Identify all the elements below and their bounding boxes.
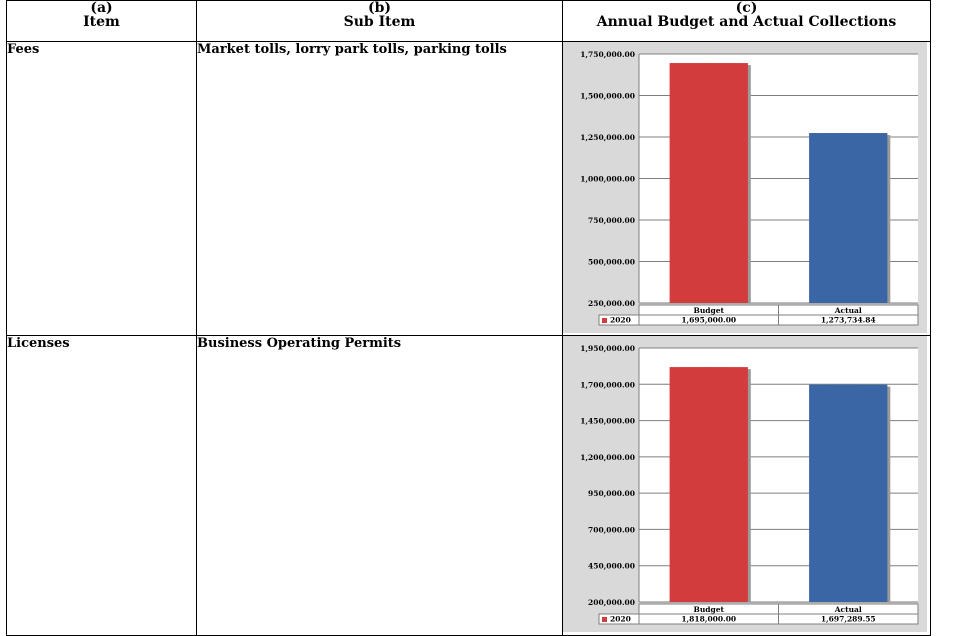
- chart-fees: 1,750,000.00 1,500,000.00 1,250,000.00 1,00…: [563, 42, 927, 333]
- chart-licenses: 1,950,000.00 1,700,000.00 1,450,000.00 1,20…: [563, 336, 927, 632]
- header-item-letter: (a): [90, 0, 113, 16]
- y-tick-label: 1,250,000.00: [580, 133, 635, 142]
- legend-label: 2020: [610, 615, 631, 624]
- chart-cell: 1,750,000.00 1,500,000.00 1,250,000.00 1,00…: [562, 41, 931, 336]
- y-tick-label: 700,000.00: [588, 525, 635, 534]
- value-label: 1,818,000.00: [681, 615, 736, 624]
- y-tick-label: 1,500,000.00: [580, 92, 635, 101]
- y-tick-label: 1,450,000.00: [580, 417, 635, 426]
- y-tick-label: 1,000,000.00: [580, 175, 635, 184]
- bar-budget: [669, 367, 748, 602]
- header-item-name: Item: [83, 14, 120, 30]
- y-tick-label: 500,000.00: [588, 258, 635, 267]
- sub-item-cell: Business Operating Permits: [196, 335, 563, 636]
- bar-actual: [809, 384, 888, 602]
- licenses-bar-chart: 1,950,000.00 1,700,000.00 1,450,000.00 1,20…: [580, 344, 919, 625]
- table-row: Fees Market tolls, lorry park tolls, par…: [6, 41, 931, 336]
- header-sub-item: (b) Sub Item: [196, 0, 563, 42]
- item-cell: Fees: [6, 41, 197, 336]
- legend-cell: [598, 314, 640, 326]
- legend-cell: [598, 613, 640, 625]
- value-label: 1,697,289.55: [821, 615, 876, 624]
- chart-cell: 1,950,000.00 1,700,000.00 1,450,000.00 1,20…: [562, 335, 931, 636]
- bar-budget: [669, 63, 748, 303]
- table-row: Licenses Business Operating Permits 1,95…: [6, 335, 931, 636]
- fees-bar-chart: 1,750,000.00 1,500,000.00 1,250,000.00 1,00…: [580, 50, 919, 326]
- header-chart-letter: (c): [735, 0, 758, 16]
- y-tick-label: 1,700,000.00: [580, 380, 635, 389]
- category-label: Budget: [693, 306, 724, 315]
- category-label: Actual: [834, 306, 862, 315]
- y-tick-label: 250,000.00: [588, 299, 635, 308]
- legend-label: 2020: [610, 316, 631, 325]
- y-tick-label: 200,000.00: [588, 598, 635, 607]
- category-label: Actual: [834, 605, 862, 614]
- value-label: 1,273,734.84: [821, 316, 876, 325]
- header-chart: (c) Annual Budget and Actual Collections: [562, 0, 931, 42]
- header-sub-item-letter: (b): [367, 0, 392, 16]
- bar-actual: [809, 133, 888, 303]
- y-tick-label: 950,000.00: [588, 489, 635, 498]
- header-chart-name: Annual Budget and Actual Collections: [596, 14, 897, 30]
- y-tick-label: 450,000.00: [588, 562, 635, 571]
- header-item: (a) Item: [6, 0, 197, 42]
- legend-swatch: [602, 617, 607, 622]
- header-row: (a) Item (b) Sub Item (c) Annual Budget …: [6, 0, 931, 42]
- item-cell: Licenses: [6, 335, 197, 636]
- y-tick-label: 1,950,000.00: [580, 344, 635, 353]
- y-tick-label: 1,200,000.00: [580, 453, 635, 462]
- revenue-table: (a) Item (b) Sub Item (c) Annual Budget …: [6, 0, 931, 636]
- y-tick-label: 1,750,000.00: [580, 50, 635, 59]
- value-label: 1,695,000.00: [681, 316, 736, 325]
- category-label: Budget: [693, 605, 724, 614]
- y-tick-label: 750,000.00: [588, 216, 635, 225]
- legend-swatch: [602, 318, 607, 323]
- sub-item-cell: Market tolls, lorry park tolls, parking …: [196, 41, 563, 336]
- header-sub-item-name: Sub Item: [343, 14, 416, 30]
